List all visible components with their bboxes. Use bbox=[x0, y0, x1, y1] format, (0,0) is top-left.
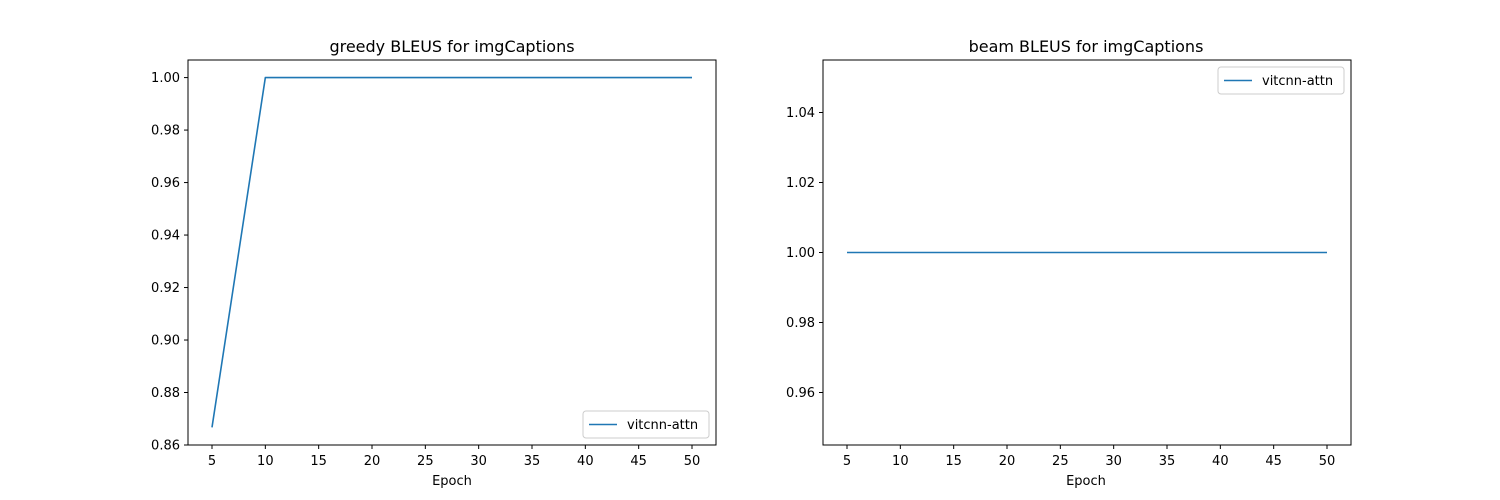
greedy-bleu-chart: greedy BLEUS for imgCaptions 5 10 15 20 25 30… bbox=[151, 37, 717, 489]
x-tick-label: 15 bbox=[310, 454, 327, 469]
series-line bbox=[211, 76, 692, 428]
chart-title: beam BLEUS for imgCaptions bbox=[969, 37, 1204, 56]
y-tick-label: 1.02 bbox=[786, 176, 815, 191]
x-tick-label: 40 bbox=[1212, 454, 1229, 469]
plot-area: 5 10 15 20 25 30 35 40 45 50 0.86 0.88 0.90 0.92 0.94 0… bbox=[151, 59, 717, 469]
legend-label: vitcnn-attn bbox=[627, 418, 698, 433]
y-tick-label: 1.00 bbox=[151, 71, 180, 86]
y-tick-label: 0.90 bbox=[151, 334, 180, 349]
y-tick-label: 0.94 bbox=[151, 229, 180, 244]
x-tick-label: 30 bbox=[1105, 454, 1122, 469]
y-tick-label: 0.86 bbox=[151, 439, 180, 454]
x-axis-label: Epoch bbox=[432, 474, 472, 489]
legend-box bbox=[1217, 66, 1345, 95]
y-tick-label: 0.98 bbox=[151, 124, 180, 139]
y-tick-label: 1.04 bbox=[786, 106, 815, 121]
y-tick-label: 1.00 bbox=[786, 246, 815, 261]
beam-bleu-chart: beam BLEUS for imgCaptions 5 10 15 20 25 30 35… bbox=[786, 37, 1352, 489]
y-tick-label: 0.98 bbox=[786, 316, 815, 331]
chart-title: greedy BLEUS for imgCaptions bbox=[329, 37, 574, 56]
x-tick-label: 5 bbox=[843, 454, 851, 469]
x-tick-label: 10 bbox=[257, 454, 274, 469]
x-tick-label: 35 bbox=[1159, 454, 1176, 469]
x-tick-label: 5 bbox=[208, 454, 216, 469]
y-tick-label: 0.88 bbox=[151, 386, 180, 401]
x-tick-label: 45 bbox=[630, 454, 647, 469]
y-tick-label: 0.92 bbox=[151, 281, 180, 296]
x-tick-label: 50 bbox=[1319, 454, 1336, 469]
x-tick-label: 10 bbox=[892, 454, 909, 469]
legend: vitcnn-attn bbox=[582, 410, 710, 439]
axes-frame bbox=[187, 59, 717, 446]
x-tick-label: 25 bbox=[417, 454, 434, 469]
plot-area: 5 10 15 20 25 30 35 40 45 50 0.96 0.98 1.00 1.02 1.04 v… bbox=[786, 59, 1352, 469]
x-tick-label: 40 bbox=[577, 454, 594, 469]
legend: vitcnn-attn bbox=[1217, 66, 1345, 95]
x-tick-label: 20 bbox=[999, 454, 1016, 469]
x-tick-label: 30 bbox=[470, 454, 487, 469]
legend-box bbox=[582, 410, 710, 439]
y-tick-label: 0.96 bbox=[786, 386, 815, 401]
x-axis-label: Epoch bbox=[1066, 474, 1106, 489]
x-tick-label: 50 bbox=[684, 454, 701, 469]
legend-label: vitcnn-attn bbox=[1262, 74, 1333, 89]
x-tick-label: 25 bbox=[1052, 454, 1069, 469]
x-tick-label: 15 bbox=[945, 454, 962, 469]
x-tick-label: 20 bbox=[364, 454, 381, 469]
x-tick-label: 45 bbox=[1265, 454, 1282, 469]
y-tick-label: 0.96 bbox=[151, 176, 180, 191]
x-tick-label: 35 bbox=[524, 454, 541, 469]
